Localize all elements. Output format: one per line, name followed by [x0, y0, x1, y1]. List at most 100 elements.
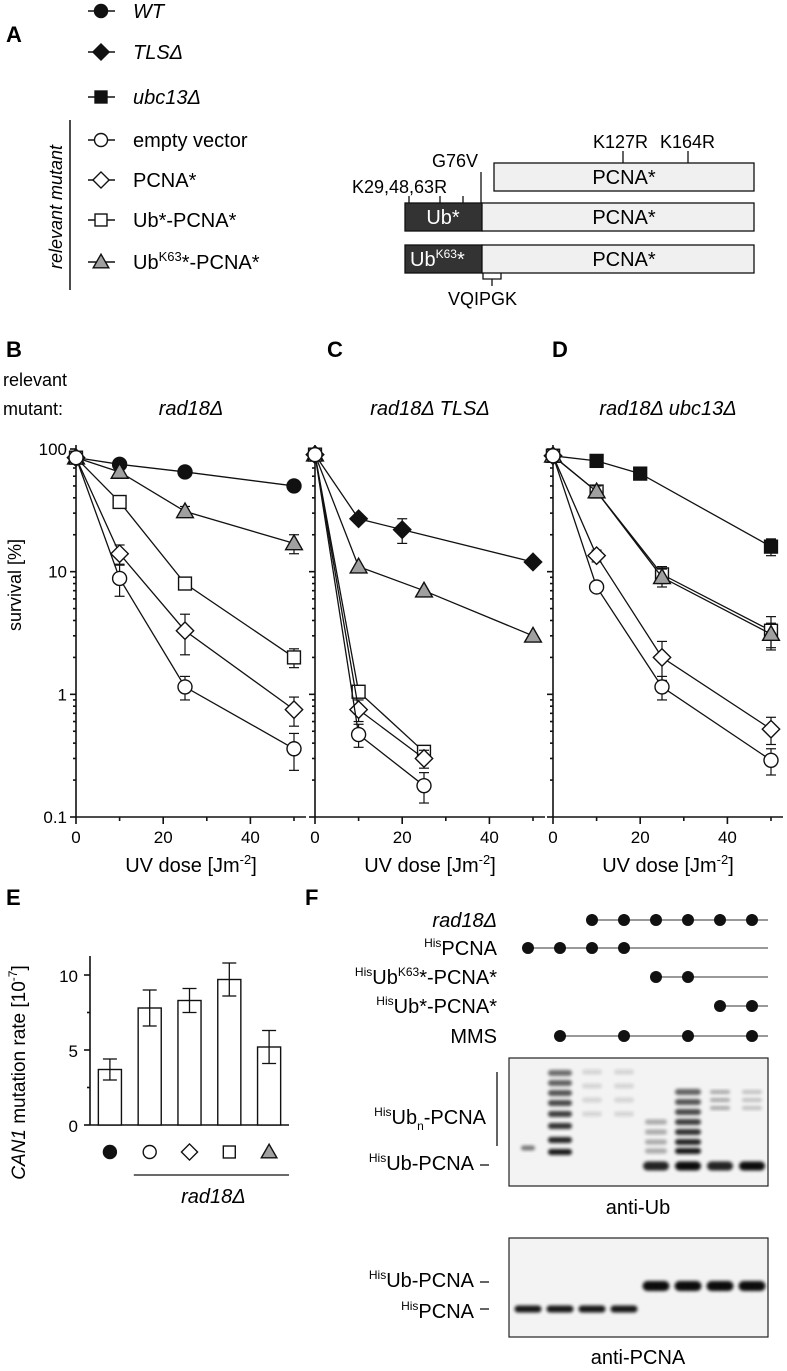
- y-tick-label: 10: [48, 563, 67, 582]
- data-point-1: [523, 625, 543, 643]
- series-line-3: [75, 457, 295, 711]
- construct-diagrams: PCNA* K127R K164R Ub* PCNA* G76V K29,48,…: [352, 132, 755, 309]
- series-line-0: [552, 455, 772, 548]
- relevant-label: relevant: [3, 370, 67, 390]
- y-tick-label: 5: [69, 1042, 78, 1061]
- series-line-2: [552, 455, 772, 635]
- legend-label-1: TLSΔ: [133, 42, 183, 64]
- band-ladder: [710, 1098, 730, 1102]
- series-line-1: [314, 454, 534, 637]
- row-label-main: rad18Δ: [432, 910, 497, 932]
- k127r-label: K127R: [593, 132, 648, 152]
- x-axis-label: UV dose [Jm-2]: [125, 852, 257, 877]
- plot-title: rad18Δ ubc13Δ: [599, 398, 736, 420]
- g76v-label: G76V: [432, 151, 478, 171]
- condition-dot: [586, 942, 598, 954]
- series-line-3: [314, 454, 425, 759]
- legend-label-part: *-PCNA*: [182, 252, 260, 274]
- ub-k63-label-row3: UbK63*: [410, 247, 465, 271]
- row-label-3: HisUb*-PCNA*: [376, 994, 497, 1018]
- legend-marker-0: [93, 3, 109, 19]
- data-point-4: [763, 752, 779, 768]
- data-point-0: [392, 519, 412, 540]
- x-tick-label: 20: [631, 828, 650, 847]
- pcna-box-row1: [493, 162, 755, 192]
- condition-dot: [682, 1030, 694, 1042]
- label-end: -PCNA: [424, 1107, 487, 1129]
- data-point-3: [175, 621, 195, 641]
- pcna-box-row3: [481, 244, 755, 274]
- band-ladder: [645, 1129, 667, 1135]
- series-line-2: [75, 457, 295, 658]
- row-label-sup2: K63: [398, 965, 420, 979]
- series-line-0: [314, 454, 534, 563]
- band-ladder: [710, 1106, 730, 1110]
- pcna-label-row2: PCNA*: [592, 207, 656, 229]
- row-label-4: MMS: [450, 1026, 497, 1048]
- band-ladder: [548, 1080, 572, 1086]
- ub-label-row2: Ub*: [426, 207, 460, 229]
- legend-marker-5: [94, 213, 108, 227]
- band-ladder: [548, 1090, 572, 1096]
- band-pcna: [546, 1305, 574, 1313]
- data-point-1: [109, 462, 130, 479]
- series-line-4: [75, 457, 295, 750]
- y-tick-label: 0: [69, 1117, 78, 1136]
- legend-marker-3: [93, 132, 109, 148]
- band-ub-pcna: [707, 1161, 733, 1171]
- x-axis-label-sup: -2: [479, 852, 491, 867]
- condition-dot: [746, 1000, 758, 1012]
- band-ladder: [675, 1099, 701, 1105]
- data-point-1: [175, 501, 195, 519]
- condition-dot: [682, 914, 694, 926]
- row-label-1: HisPCNA: [424, 936, 498, 960]
- x-tick-label: 20: [393, 828, 412, 847]
- data-point-4: [350, 726, 367, 743]
- x-axis-label-end: ]: [251, 855, 257, 877]
- condition-dot: [618, 1030, 630, 1042]
- condition-dot: [746, 1030, 758, 1042]
- condition-dot: [554, 942, 566, 954]
- band-smear: [582, 1069, 602, 1075]
- band-ladder: [645, 1119, 667, 1125]
- band-ladder: [548, 1100, 572, 1106]
- row-label-0: rad18Δ: [432, 910, 497, 932]
- band-smear: [614, 1083, 634, 1089]
- legend-marker-2: [94, 90, 108, 104]
- series-line-3: [552, 455, 772, 730]
- condition-dot: [650, 971, 662, 983]
- band-ladder: [675, 1148, 701, 1154]
- x-axis-label-sup: -2: [240, 852, 252, 867]
- data-point-4: [177, 679, 193, 695]
- label-sup: His: [401, 1299, 418, 1313]
- row-label-main: PCNA: [441, 938, 497, 960]
- motif-label: VQIPGK: [448, 289, 517, 309]
- label-main: PCNA: [418, 1301, 474, 1323]
- mutation-rate-bar-chart: 0 5 10 CAN1 mutation rate [10-7] rad18Δ: [6, 956, 289, 1208]
- row-label-main: Ub: [372, 967, 398, 989]
- condition-dot: [618, 914, 630, 926]
- band-smear: [582, 1083, 602, 1089]
- band-ub-pcna: [643, 1161, 669, 1171]
- data-point-3: [109, 544, 130, 564]
- western-blot-panel: rad18ΔHisPCNAHisUbK63*-PCNA*HisUb*-PCNA*…: [355, 910, 769, 1369]
- band-pcna: [610, 1305, 638, 1313]
- x-axis-label: UV dose [Jm-2]: [602, 852, 734, 877]
- x-tick-label: 40: [480, 828, 499, 847]
- panel-letter-e: E: [6, 885, 21, 910]
- label-sup: His: [374, 1105, 391, 1119]
- y-tick-label: 1: [58, 685, 67, 704]
- relevant-mutant-label: relevant mutant: [46, 144, 66, 269]
- band-smear: [614, 1069, 634, 1075]
- panel-letter-b: B: [6, 337, 22, 362]
- label-main: Ub: [392, 1107, 418, 1129]
- x-tick-label: 40: [241, 828, 260, 847]
- x-axis-label-main: UV dose [Jm: [364, 855, 478, 877]
- row-label-end: *-PCNA*: [419, 967, 497, 989]
- category-marker-3: [222, 1145, 236, 1159]
- condition-dot: [586, 914, 598, 926]
- plot-title: rad18Δ: [159, 398, 224, 420]
